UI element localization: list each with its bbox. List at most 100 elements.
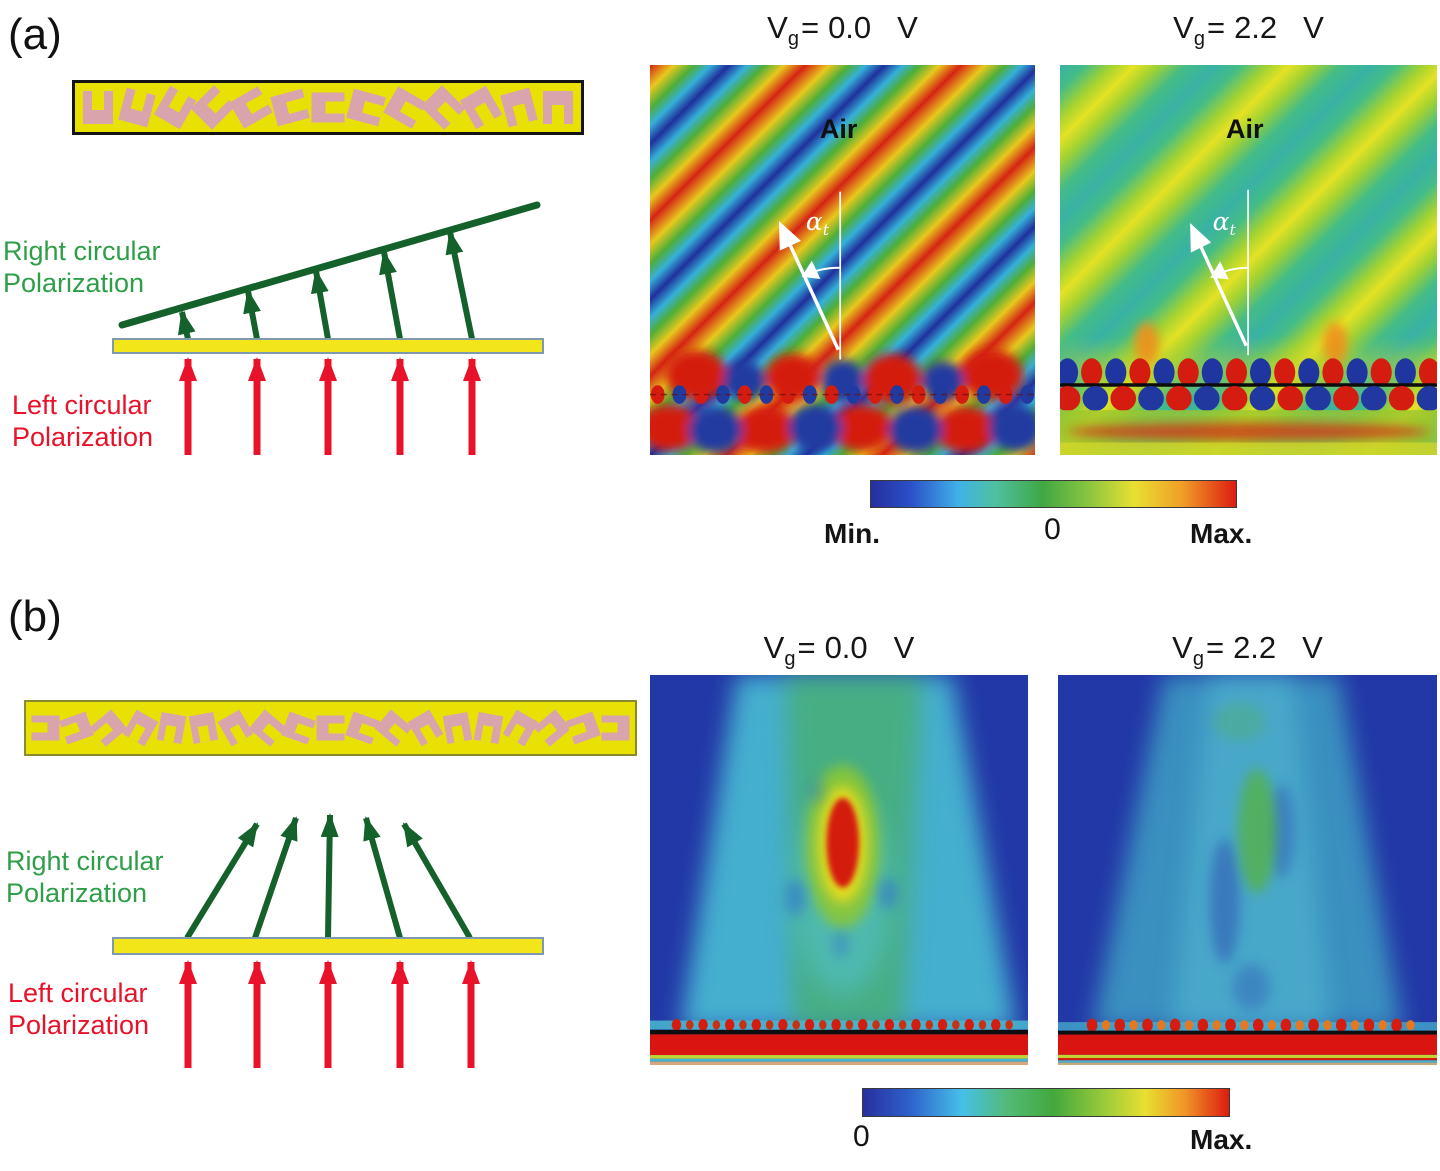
colorbar-b-max-label: Max. [1190,1124,1253,1155]
unit-cell-shape [157,712,187,744]
field-blob [884,1018,895,1031]
unit-cell-shape [59,711,95,745]
equals-sign: = [800,10,820,45]
unit-cell-shape [459,85,503,130]
voltage-unit: V [897,10,918,45]
unit-cell-shape [188,712,219,744]
unit-cell-shape [382,86,427,129]
field-blob [911,385,926,404]
graphene-line [650,1029,1028,1035]
field-blob [1197,1018,1209,1032]
air-region-label: Air [1225,113,1264,144]
substrate-stripe [1058,1057,1437,1061]
rcp-arrow [363,816,403,939]
field-blob [698,1018,708,1031]
field-blob [1267,1020,1277,1031]
field-blob [1060,358,1079,387]
field-blob [712,1020,721,1030]
field-blob [781,385,796,404]
field-blob [1252,1018,1264,1032]
intensity-scene-b2 [1058,675,1437,1065]
field-blob [824,385,839,404]
unit-cell-shape [601,715,630,741]
angle-annotation-a1 [778,191,842,360]
field-blob [991,1018,1001,1031]
alpha-symbol: α [1212,207,1230,237]
gate-voltage-value: 0.0 [824,630,868,665]
voltage-unit: V [893,630,915,665]
substrate-stripe [1058,1062,1437,1065]
rcp-arrow [401,822,473,940]
unit-cell-shape [566,711,602,745]
field-blob [1086,1018,1098,1032]
rcp-label-a-line1: Right circular [3,236,161,266]
field-blob [685,1020,694,1030]
field-blob [1323,322,1348,366]
field-blob [1323,1020,1332,1031]
unit-cell-row-b [26,702,635,754]
metasurface-strip-a [72,80,584,135]
rcp-label-a-line2: Polarization [3,267,145,298]
unit-cell-shape [502,709,539,747]
lcp-label-b-line2: Polarization [8,1009,150,1040]
unit-cell-shape [89,709,128,747]
panel-b-label: (b) [8,592,62,641]
field-map-b1 [650,675,1028,1065]
gate-voltage-value: 0.0 [828,10,872,45]
field-blob [1166,385,1192,411]
field-blob [737,385,752,404]
rcp-arrow [252,816,299,939]
refraction-angle-label: αt [806,207,829,240]
graphene-line [1058,1030,1437,1035]
colorbar-a-max-label: Max. [1190,518,1253,549]
field-blob [830,404,893,452]
field-blob [1250,358,1272,387]
rcp-label-b: Right circular Polarization [6,846,164,910]
colorbar-b [862,1088,1230,1117]
substrate-stripe [650,1061,1028,1065]
field-blob [759,385,774,404]
field-blob [1322,358,1344,387]
dark-streak [1268,784,1295,878]
unit-cell-shape [442,712,472,744]
unit-cell-shape [420,85,466,130]
gate-voltage-subscript: g [787,28,799,50]
field-blob [1110,385,1137,411]
field-blob [1298,358,1320,387]
rcp-arrow [310,269,331,340]
field-blob [734,406,797,454]
rcp-arrow [243,289,261,340]
field-blob [1335,1018,1347,1032]
field-blob [1370,358,1392,387]
field-blob [1346,358,1368,387]
rcp-arrow [445,230,475,340]
field-blob [1240,1020,1249,1031]
field-blob [1169,1018,1181,1032]
substrate-streak [1067,423,1430,441]
gate-voltage-subscript: g [784,648,796,670]
unit-cell-shape [311,92,345,123]
field-blob [872,1020,880,1030]
field-blob [955,385,970,404]
refracted-beam-arrow [1194,236,1248,347]
field-blob [765,1020,774,1030]
alpha-subscript: t [822,221,829,240]
field-blob [804,1018,815,1031]
field-map-b2 [1058,675,1437,1065]
unit-cell-shape [153,85,197,130]
gate-voltage-subscript: g [1192,648,1204,670]
unit-cell-shape [500,87,539,128]
metasurface-bar [112,937,544,955]
field-blob [739,1020,747,1030]
field-blob [978,1020,987,1030]
panel-a-label: (a) [8,10,62,59]
field-blob [715,385,730,404]
field-blob [933,385,948,404]
focus-spot [826,797,860,888]
gate-voltage-symbol: V [1172,630,1193,665]
substrate-stripe [650,1055,1028,1059]
unit-cell-shape [474,712,504,744]
field-blob [1157,1020,1166,1031]
field-blob [1295,1020,1304,1031]
field-blob [898,1020,907,1030]
